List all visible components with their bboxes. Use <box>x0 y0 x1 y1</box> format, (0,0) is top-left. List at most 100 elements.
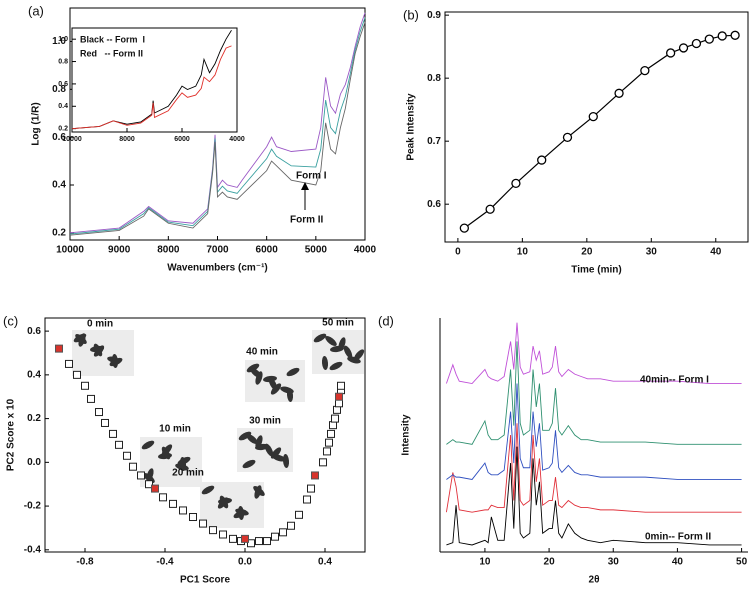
y-tick-label: 0.6 <box>27 326 41 337</box>
x-tick-label: 10000 <box>62 136 82 143</box>
marker <box>691 38 702 49</box>
y-tick-label: 0.8 <box>427 73 441 84</box>
panel: 10 20 30 40 50 2θ Intensity (d) 40min-- Form I 0m… <box>378 313 748 586</box>
y-tick-label: 0.6 <box>427 199 441 210</box>
crystal <box>321 356 329 370</box>
point <box>81 381 89 390</box>
marker <box>537 155 547 165</box>
x-tick-label: 10000 <box>56 245 84 256</box>
x-tick-label: 9000 <box>108 245 131 256</box>
annotation: 40 min <box>246 347 278 358</box>
crystal <box>242 459 256 469</box>
marker <box>717 31 727 41</box>
series-line <box>445 322 742 385</box>
marker <box>562 132 573 143</box>
crystal <box>141 440 155 450</box>
annotation: 30 min <box>249 416 281 427</box>
y-tick-label: 0.2 <box>27 413 41 424</box>
point <box>159 493 167 502</box>
crystal <box>255 435 263 449</box>
x-tick-label: 30 <box>608 557 620 568</box>
marker <box>485 204 495 214</box>
annotation: 40min-- Form I <box>640 375 709 386</box>
y-axis-label: PC2 Score x 10 <box>6 398 17 471</box>
point <box>287 521 295 530</box>
x-tick-label: 8000 <box>119 136 135 143</box>
series-line <box>463 34 736 229</box>
panel: -0.8 -0.4 0.0 0.4 -0.4 -0.2 0.0 0.2 0.4 0.6 PC1 Sc… <box>3 313 366 586</box>
series-line <box>446 383 742 480</box>
x-axis-label: Time (min) <box>571 265 621 276</box>
x-axis-label: Wavenumbers (cm⁻¹) <box>167 263 267 274</box>
crystal <box>313 333 327 343</box>
marker <box>640 65 650 76</box>
annotation: Form I <box>296 171 327 182</box>
point <box>271 532 279 541</box>
crystal <box>146 468 154 482</box>
x-tick-label: 6000 <box>174 136 190 143</box>
series-line <box>446 341 742 445</box>
crystal <box>255 371 263 385</box>
crystal <box>264 443 274 457</box>
y-tick-label: 0.4 <box>58 103 68 110</box>
point <box>241 534 249 543</box>
series-line <box>69 22 366 236</box>
point <box>101 418 109 427</box>
y-tick-label: 0.6 <box>52 132 66 143</box>
point <box>209 526 217 535</box>
point <box>307 484 315 493</box>
crystal <box>201 485 215 495</box>
x-tick-label: 5000 <box>305 245 328 256</box>
crystal <box>353 349 365 361</box>
point <box>295 510 303 519</box>
point <box>325 438 333 447</box>
crystal <box>338 337 346 351</box>
crystal <box>238 431 252 441</box>
series-line <box>71 30 232 130</box>
crystal <box>246 434 258 444</box>
crystal <box>343 345 353 359</box>
point <box>335 399 343 408</box>
y-tick-label: 0.7 <box>427 136 441 147</box>
annotation: 20 min <box>172 468 204 479</box>
crystal <box>286 388 294 402</box>
y-tick-label: 0.4 <box>52 180 66 191</box>
y-tick-label: 0.4 <box>27 370 41 381</box>
marker <box>588 111 598 122</box>
x-tick-label: -0.4 <box>156 557 174 568</box>
crystal <box>282 454 290 468</box>
series-line <box>445 423 742 513</box>
series-line <box>69 12 366 234</box>
marker <box>511 178 521 189</box>
x-tick-label: 20 <box>581 247 593 258</box>
point <box>129 462 137 471</box>
crystal <box>161 444 173 456</box>
y-tick-label: 1.0 <box>58 36 68 43</box>
point <box>263 537 271 546</box>
annotation: 0 min <box>87 319 113 330</box>
point <box>247 539 255 548</box>
x-tick-label: 40 <box>710 247 722 258</box>
x-tick-label: 7000 <box>206 245 229 256</box>
point <box>327 429 335 438</box>
panel: 10000 8000 6000 4000 0.2 0.4 0.6 0.8 1.0 Black --… <box>58 27 245 143</box>
x-tick-label: 10 <box>479 557 491 568</box>
y-tick-label: 0.2 <box>52 227 66 238</box>
crystal <box>93 345 105 357</box>
crystal <box>78 333 86 347</box>
marker <box>678 43 689 53</box>
point <box>331 414 339 423</box>
y-tick-label: 0.9 <box>427 10 441 21</box>
x-axis-label: PC1 Score <box>180 575 230 586</box>
x-tick-label: 8000 <box>157 245 180 256</box>
panel-label: (c) <box>3 313 18 328</box>
point <box>337 381 345 390</box>
crystal <box>325 336 337 346</box>
x-tick-label: 4000 <box>229 136 245 143</box>
point <box>123 451 131 460</box>
point <box>115 440 123 449</box>
x-tick-label: 20 <box>544 557 556 568</box>
y-axis-label: Log (1/R) <box>31 102 42 145</box>
point <box>189 513 197 522</box>
point <box>333 405 341 414</box>
